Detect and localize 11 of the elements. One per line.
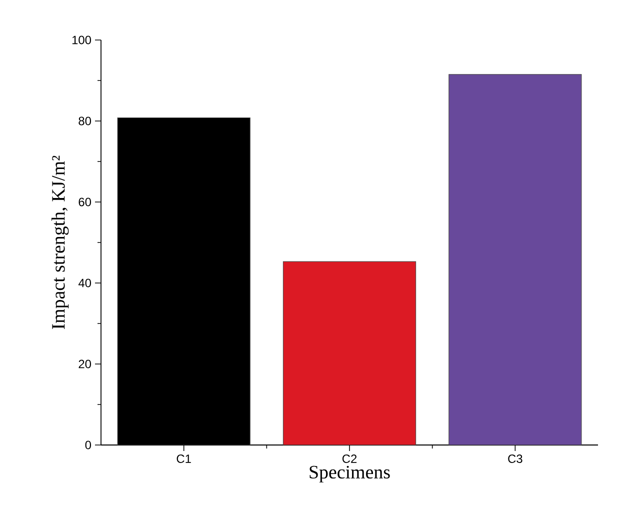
y-tick-label: 100 — [72, 36, 92, 44]
y-tick-label: 80 — [78, 116, 92, 126]
y-tick-label: 0 — [85, 440, 92, 450]
x-tick-label: C3 — [508, 454, 522, 463]
y-axis-title: Impact strength, KJ/m² — [51, 156, 69, 330]
y-tick-label: 40 — [78, 278, 92, 288]
x-tick-label: C2 — [342, 454, 357, 463]
x-axis-title: Specimens — [310, 466, 390, 482]
y-tick-label: 20 — [78, 360, 92, 368]
y-tick-label: 60 — [78, 198, 92, 206]
x-tick-label: C1 — [176, 454, 191, 463]
